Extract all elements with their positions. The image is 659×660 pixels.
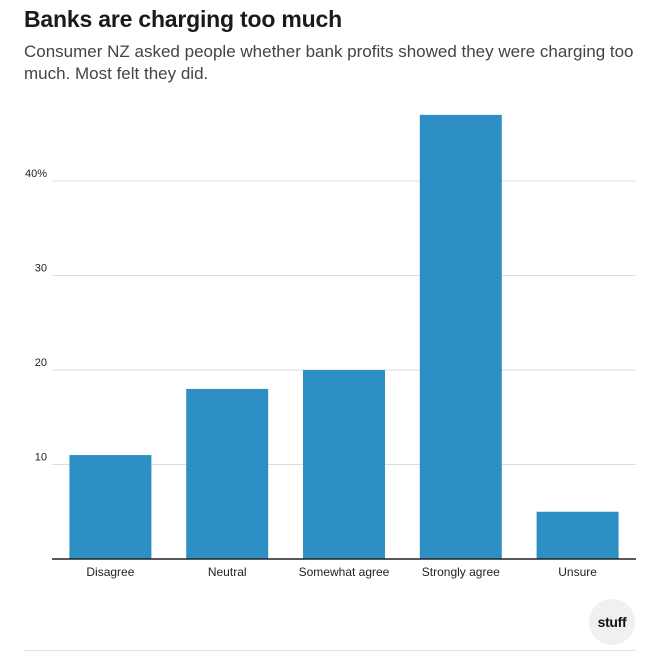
y-tick-label: 20	[35, 357, 47, 369]
bar	[536, 511, 619, 559]
x-tick-label: Disagree	[86, 565, 134, 579]
x-tick-label: Neutral	[208, 565, 247, 579]
x-tick-label: Unsure	[558, 565, 597, 579]
y-tick-label: 30	[35, 263, 47, 275]
chart-title: Banks are charging too much	[24, 6, 342, 32]
bars	[69, 114, 619, 559]
footer-divider	[24, 650, 636, 651]
x-tick-label: Strongly agree	[422, 565, 500, 579]
bar	[303, 370, 385, 559]
y-tick-label: 10	[35, 452, 47, 464]
bar	[69, 455, 152, 559]
bar	[419, 114, 502, 559]
y-tick-label: 40%	[25, 168, 47, 180]
stuff-logo: stuff	[589, 599, 635, 645]
chart-subtitle: Consumer NZ asked people whether bank pr…	[24, 42, 634, 83]
bar	[186, 388, 269, 559]
axes: 10 20 30 40% Disagree Neutral Somewhat agree St…	[25, 168, 636, 579]
x-tick-label: Somewhat agree	[299, 565, 390, 579]
